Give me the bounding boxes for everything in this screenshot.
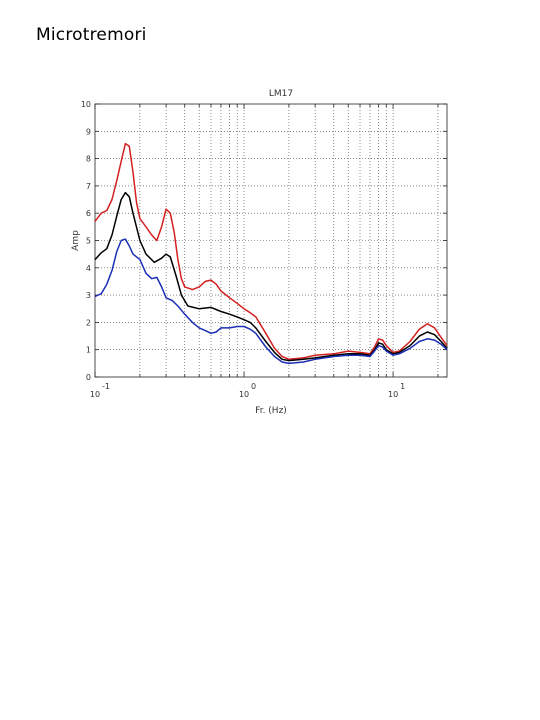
series-line-1	[94, 142, 448, 361]
y-tick-label: 5	[86, 237, 91, 246]
page-title: Microtremori	[36, 25, 147, 45]
y-tick-label: 4	[86, 264, 91, 273]
chart-title: LM17	[269, 89, 293, 99]
series-line-2	[94, 191, 448, 362]
y-tick-label: 2	[86, 318, 91, 327]
plot-frame	[94, 103, 448, 378]
x-tick-label: 10	[90, 390, 100, 399]
x-tick-exponent: -1	[102, 382, 110, 391]
x-axis-label: Fr. (Hz)	[255, 406, 287, 416]
y-tick-label: 10	[81, 100, 91, 109]
x-tick-label: 10	[239, 390, 249, 399]
x-tick-label: 10	[388, 390, 398, 399]
y-tick-label: 3	[86, 291, 91, 300]
y-axis-label: Amp	[71, 230, 81, 251]
y-tick-label: 0	[86, 373, 91, 382]
x-tick-exponent: 0	[251, 382, 256, 391]
y-tick-label: 1	[86, 346, 91, 355]
x-tick-exponent: 1	[400, 382, 405, 391]
y-tick-label: 8	[86, 155, 91, 164]
y-tick-label: 9	[86, 127, 91, 136]
labels-group: LM17 Fr. (Hz) Amp	[71, 89, 293, 416]
series-group	[94, 142, 448, 365]
series-line-3	[94, 238, 448, 365]
y-tick-label: 6	[86, 209, 91, 218]
y-tick-label: 7	[86, 182, 91, 191]
grid	[95, 104, 447, 377]
